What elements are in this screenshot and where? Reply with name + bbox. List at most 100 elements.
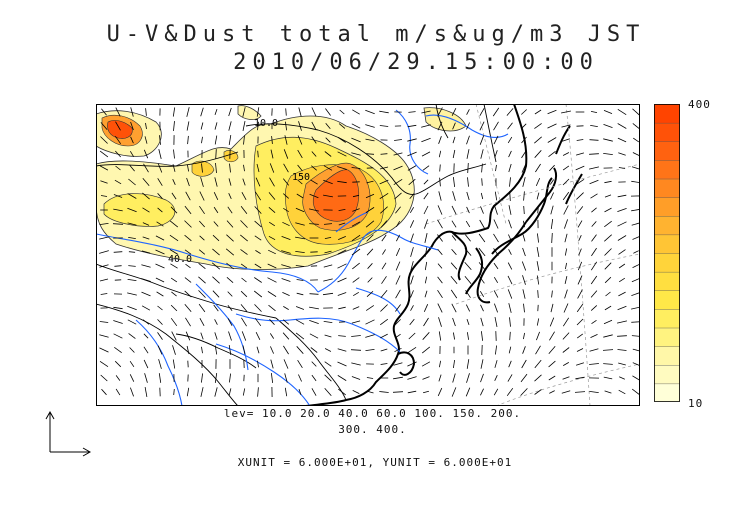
wind-vector bbox=[283, 345, 289, 355]
wind-vector bbox=[128, 237, 136, 239]
wind-vector bbox=[452, 122, 456, 130]
wind-vector bbox=[481, 163, 483, 173]
wind-vector bbox=[380, 333, 388, 339]
wind-vector bbox=[256, 107, 260, 117]
wind-vector bbox=[170, 304, 178, 312]
wind-vector bbox=[365, 319, 375, 325]
wind-vector bbox=[551, 290, 553, 298]
wind-vector bbox=[380, 348, 388, 352]
wind-vector bbox=[323, 278, 333, 282]
wind-vector bbox=[395, 275, 401, 285]
wind-vector bbox=[115, 165, 121, 171]
wind-vector bbox=[523, 303, 525, 313]
wind-vector bbox=[536, 331, 540, 341]
wind-vector bbox=[421, 346, 431, 354]
wind-vector bbox=[534, 359, 542, 369]
wind-vector bbox=[240, 249, 248, 255]
wind-vector bbox=[563, 303, 569, 313]
wind-vector bbox=[494, 303, 498, 313]
wind-vector bbox=[214, 135, 218, 145]
wind-vector bbox=[337, 166, 347, 170]
wind-vector bbox=[184, 249, 192, 255]
wind-vector bbox=[561, 124, 571, 128]
wind-vector bbox=[410, 261, 414, 271]
wind-vector bbox=[467, 332, 469, 340]
wind-vector bbox=[589, 153, 599, 155]
wind-vector bbox=[631, 166, 640, 170]
wind-vector bbox=[172, 359, 176, 369]
wind-vector bbox=[379, 110, 389, 114]
wind-vector bbox=[365, 193, 375, 199]
wind-vector bbox=[170, 206, 178, 214]
wind-vector bbox=[115, 375, 121, 381]
wind-vector bbox=[171, 192, 177, 200]
wind-vector bbox=[632, 108, 640, 116]
wind-vector bbox=[295, 222, 305, 226]
wind-vector bbox=[199, 220, 205, 228]
wind-vector bbox=[547, 123, 557, 129]
wind-vector bbox=[422, 165, 430, 171]
wind-vector bbox=[534, 136, 542, 144]
wind-vector bbox=[492, 107, 500, 117]
colorbar bbox=[654, 104, 680, 402]
wind-vector bbox=[337, 180, 347, 184]
wind-vector bbox=[522, 289, 526, 299]
colorbar-cell bbox=[654, 383, 680, 402]
wind-vector bbox=[494, 317, 498, 327]
wind-vector bbox=[130, 121, 134, 131]
wind-vector bbox=[380, 153, 388, 155]
wind-vector bbox=[351, 137, 361, 143]
wind-vector bbox=[408, 111, 416, 113]
wind-vector bbox=[337, 277, 347, 283]
wind-vector bbox=[270, 359, 274, 369]
wind-vector bbox=[212, 234, 220, 242]
wind-vector bbox=[351, 320, 361, 324]
wind-vector bbox=[199, 191, 205, 201]
wind-vector bbox=[201, 373, 203, 383]
wind-vector bbox=[242, 107, 246, 117]
wind-vector bbox=[256, 346, 260, 354]
wind-vector bbox=[240, 220, 248, 228]
wind-vector bbox=[187, 164, 189, 172]
colorbar-max-label: 400 bbox=[688, 98, 711, 111]
wind-vector bbox=[127, 207, 137, 213]
wind-vector bbox=[632, 375, 640, 381]
wind-vector bbox=[422, 376, 430, 380]
wind-vector bbox=[198, 303, 206, 313]
wind-vector bbox=[366, 390, 374, 394]
wind-vector bbox=[281, 278, 291, 282]
wind-vector bbox=[548, 346, 556, 354]
wind-vector bbox=[338, 388, 346, 396]
wind-vector bbox=[352, 277, 360, 283]
wind-vector bbox=[240, 304, 248, 312]
colorbar-cell bbox=[654, 364, 680, 385]
wind-vector bbox=[311, 121, 317, 131]
wind-vector bbox=[589, 363, 599, 365]
wind-vector bbox=[467, 177, 469, 187]
wind-vector bbox=[240, 263, 248, 269]
wind-vector bbox=[480, 304, 484, 312]
wind-vector bbox=[324, 250, 332, 254]
wind-vector bbox=[521, 123, 527, 129]
wind-vector bbox=[495, 345, 497, 355]
wind-vector bbox=[465, 387, 471, 397]
wind-vector bbox=[365, 220, 375, 228]
wind-vector bbox=[158, 359, 162, 369]
wind-vector bbox=[255, 177, 261, 187]
levels-line-2: 300. 400. bbox=[338, 423, 407, 436]
wind-vector bbox=[185, 331, 191, 341]
wind-vector bbox=[309, 293, 319, 295]
wind-vector bbox=[451, 387, 457, 397]
wind-vector bbox=[310, 347, 318, 353]
wind-vector bbox=[395, 261, 401, 271]
wind-vector bbox=[534, 109, 542, 115]
axes-arrow-icon bbox=[45, 410, 92, 457]
wind-vector bbox=[536, 275, 540, 285]
wind-vector bbox=[309, 333, 319, 339]
wind-vector bbox=[408, 332, 416, 340]
wind-vector bbox=[282, 178, 290, 186]
wind-vector bbox=[295, 332, 305, 340]
wind-vector bbox=[534, 389, 542, 395]
wind-vector bbox=[604, 262, 612, 270]
wind-vector bbox=[422, 390, 430, 394]
